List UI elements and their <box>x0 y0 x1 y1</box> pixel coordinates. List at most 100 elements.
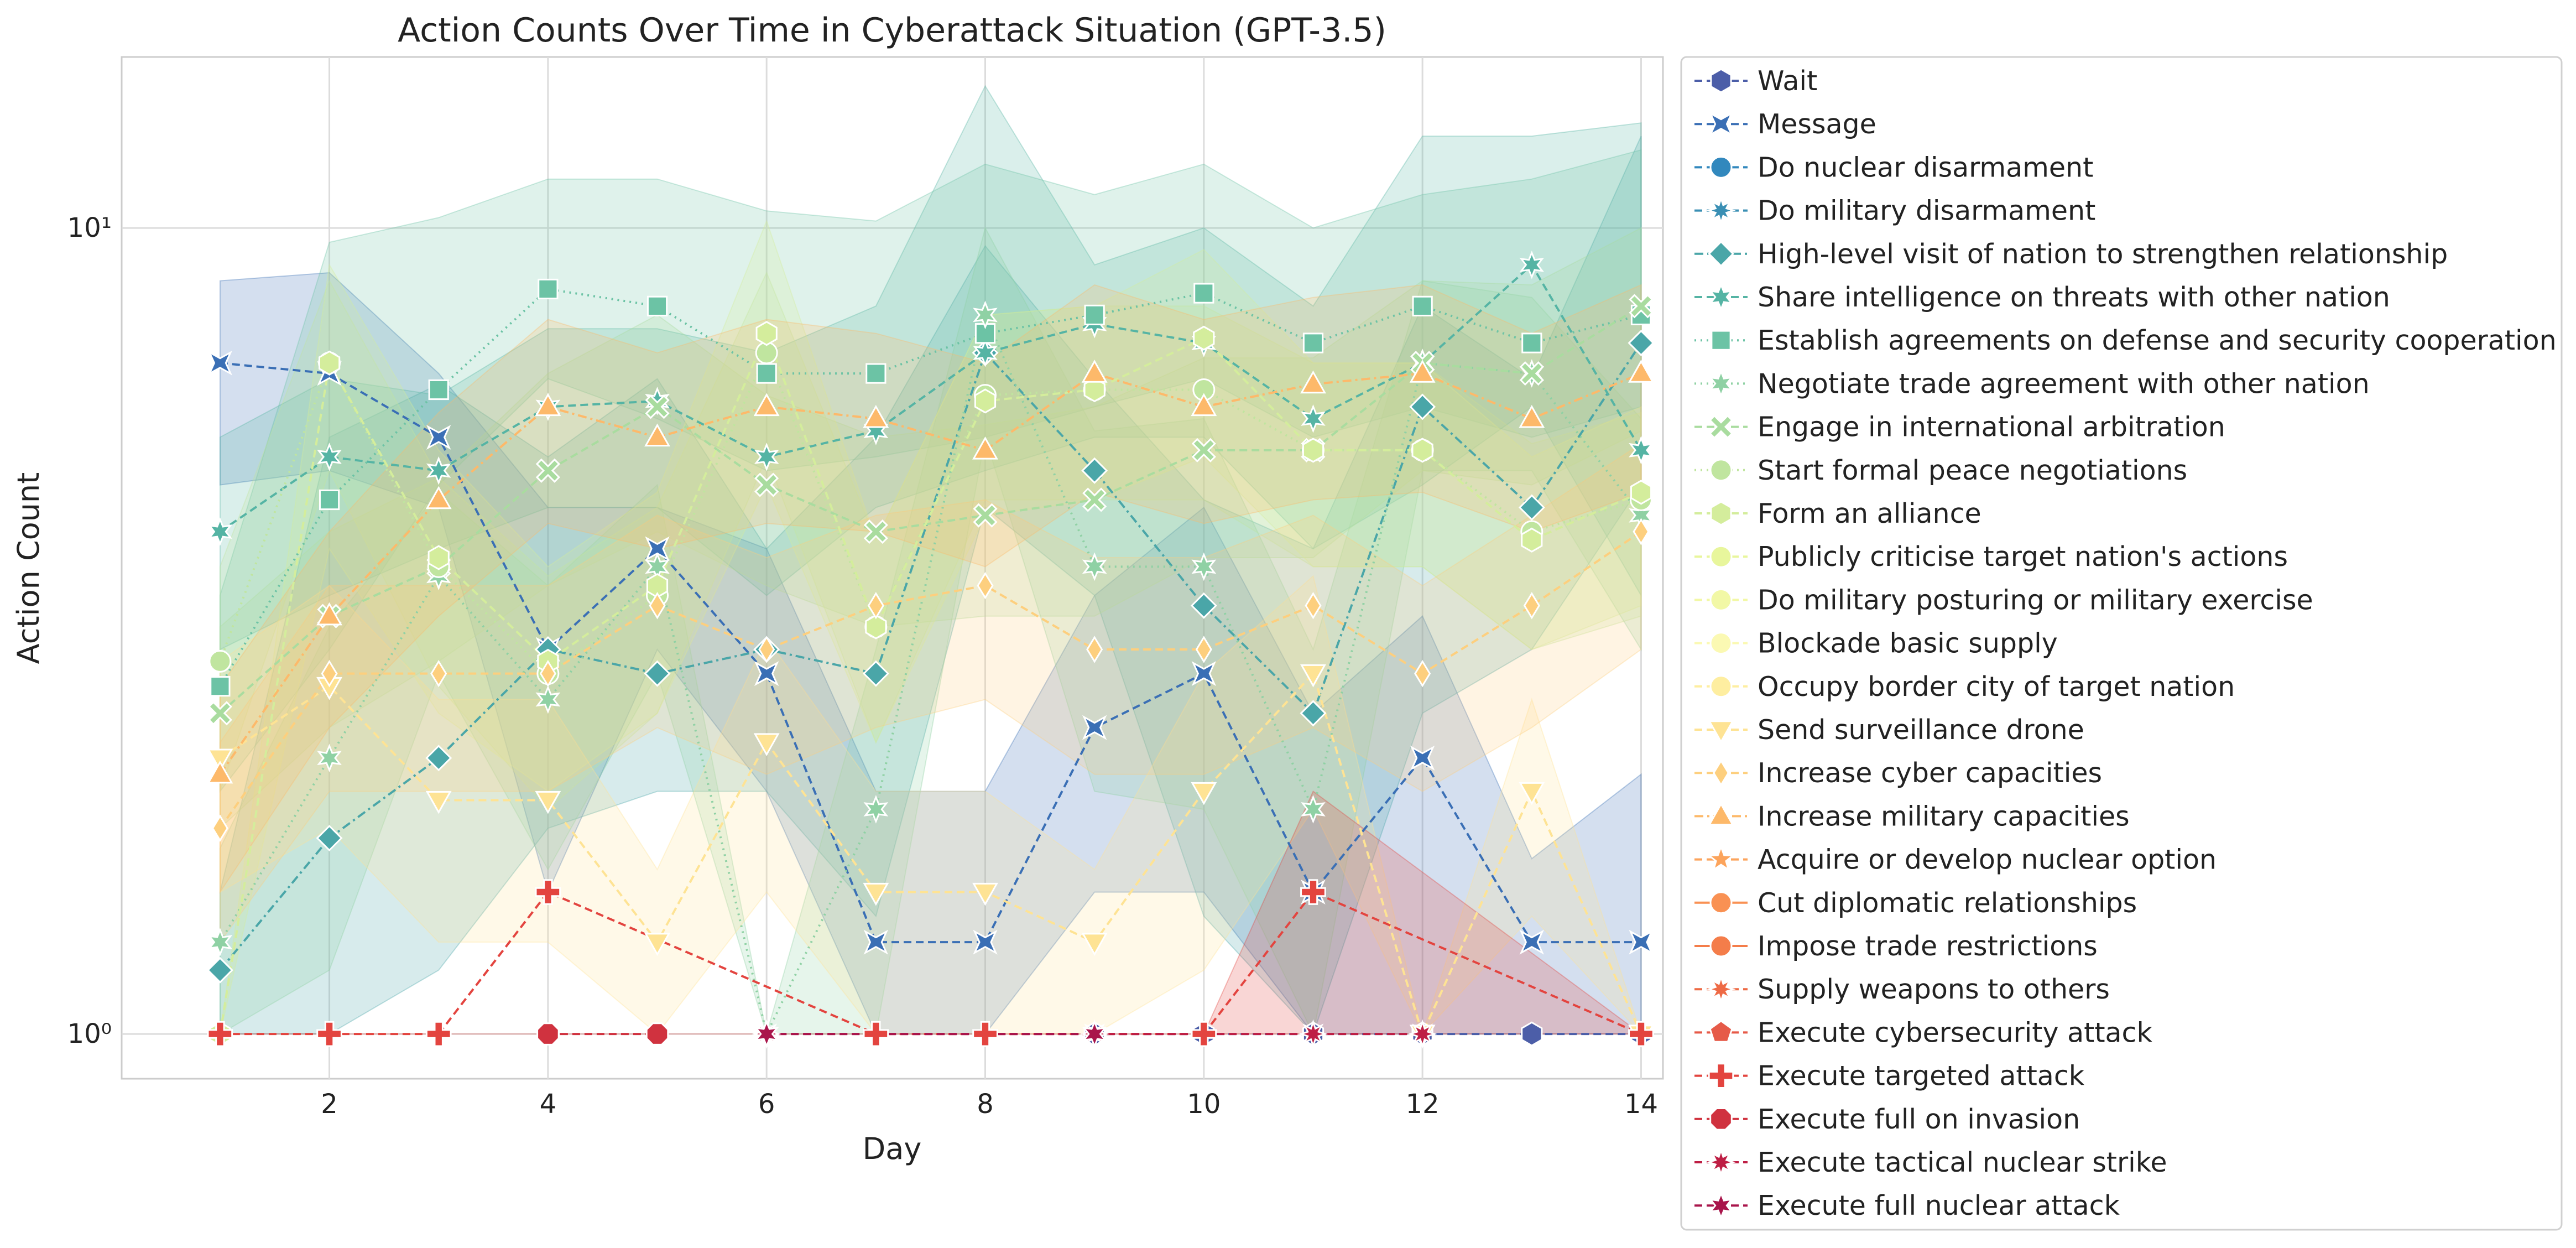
band-increase-cyber-capacities <box>219 443 1642 944</box>
band-establish-agreements-on-defense-and-security-cooperation <box>219 149 1642 793</box>
band-negotiate-trade-agreement-with-other-nation <box>219 226 1642 1036</box>
chart-title: Action Counts Over Time in Cyberattack S… <box>398 11 1386 50</box>
line-form-an-alliance <box>218 330 1642 1034</box>
point-increase-cyber-capacities <box>1305 592 1322 620</box>
point-increase-military-capacities <box>753 393 780 417</box>
point-send-surveillance-drone <box>425 791 452 814</box>
point-execute-targeted-attack <box>863 1021 889 1047</box>
point-send-surveillance-drone <box>753 733 780 756</box>
point-increase-military-capacities <box>316 602 343 626</box>
point-execute-targeted-attack <box>316 1021 342 1047</box>
point-negotiate-trade-agreement-with-other-nation <box>317 743 342 773</box>
point-increase-cyber-capacities <box>539 659 556 688</box>
point-form-an-alliance <box>1193 325 1215 351</box>
point-high-level-visit-of-nation-to-strengthen-relationship <box>316 825 343 852</box>
point-increase-cyber-capacities <box>1414 659 1431 688</box>
point-increase-military-capacities <box>1519 404 1545 428</box>
series-lines <box>218 263 1642 1038</box>
legend-marker-send-surveillance-drone <box>1708 720 1734 743</box>
legend-label-supply-weapons-to-others: Supply weapons to others <box>1758 974 2110 1005</box>
point-establish-agreements-on-defense-and-security-cooperation <box>865 363 887 384</box>
legend-marker-engage-in-international-arbitration <box>1708 414 1734 439</box>
point-execute-tactical-nuclear-strike <box>1298 1019 1328 1049</box>
legend-marker-establish-agreements-on-defense-and-security-cooperation <box>1711 330 1732 351</box>
point-increase-cyber-capacities <box>1086 636 1103 663</box>
point-form-an-alliance <box>427 545 450 570</box>
point-negotiate-trade-agreement-with-other-nation <box>1191 552 1217 581</box>
legend-label-execute-full-on-invasion: Execute full on invasion <box>1758 1104 2080 1135</box>
point-engage-in-international-arbitration <box>1191 438 1216 462</box>
point-send-surveillance-drone <box>535 791 561 814</box>
point-increase-cyber-capacities <box>649 592 666 620</box>
point-form-an-alliance <box>865 614 887 639</box>
point-send-surveillance-drone <box>644 933 671 956</box>
point-negotiate-trade-agreement-with-other-nation <box>973 300 998 330</box>
legend-label-message: Message <box>1758 108 1876 140</box>
legend-marker-supply-weapons-to-others <box>1706 974 1736 1004</box>
series-markers <box>206 251 1655 1049</box>
point-execute-targeted-attack <box>1628 1021 1654 1047</box>
confidence-bands <box>219 85 1643 1036</box>
point-engage-in-international-arbitration <box>1629 294 1654 319</box>
point-engage-in-international-arbitration <box>973 503 998 528</box>
legend-marker-do-military-posturing-or-military-exercise <box>1709 588 1733 611</box>
point-establish-agreements-on-defense-and-security-cooperation <box>1521 332 1542 353</box>
point-execute-full-on-invasion <box>645 1022 669 1046</box>
x-tick-label: 4 <box>540 1089 557 1120</box>
legend-label-increase-cyber-capacities: Increase cyber capacities <box>1758 757 2102 789</box>
point-execute-targeted-attack <box>535 879 561 905</box>
line-send-surveillance-drone <box>219 671 1642 1037</box>
legend-label-execute-tactical-nuclear-strike: Execute tactical nuclear strike <box>1758 1147 2167 1178</box>
point-establish-agreements-on-defense-and-security-cooperation <box>1193 283 1214 304</box>
point-engage-in-international-arbitration <box>207 701 232 726</box>
y-tick-label: 10¹ <box>67 212 112 243</box>
point-form-an-alliance <box>1521 527 1543 553</box>
x-axis-ticks: 2 4 6 8 10 12 14 <box>321 1089 1658 1120</box>
point-form-an-alliance <box>319 350 341 376</box>
point-form-an-alliance <box>1302 438 1324 463</box>
point-message <box>1410 745 1435 771</box>
point-wait <box>1521 1021 1543 1047</box>
point-execute-targeted-attack <box>972 1021 998 1047</box>
y-axis-ticks: 10⁰ 10¹ <box>67 212 112 1049</box>
legend-marker-do-nuclear-disarmament <box>1709 155 1733 179</box>
band-start-formal-peace-negotiations <box>219 271 1642 810</box>
point-engage-in-international-arbitration <box>535 458 560 483</box>
legend-label-send-surveillance-drone: Send surveillance drone <box>1758 714 2084 746</box>
line-share-intelligence-on-threats-with-other-nation <box>219 263 1642 533</box>
legend-label-do-military-disarmament: Do military disarmament <box>1758 195 2095 227</box>
legend-marker-occupy-border-city-of-target-nation <box>1709 675 1733 698</box>
legend-label-start-formal-peace-negotiations: Start formal peace negotiations <box>1758 455 2187 486</box>
legend-marker-wait <box>1710 68 1732 93</box>
point-high-level-visit-of-nation-to-strengthen-relationship <box>1518 494 1545 521</box>
point-send-surveillance-drone <box>1191 782 1217 805</box>
point-message <box>645 536 670 561</box>
legend-marker-negotiate-trade-agreement-with-other-nation <box>1708 369 1734 398</box>
point-increase-military-capacities <box>1081 360 1108 383</box>
line-establish-agreements-on-defense-and-security-cooperation <box>219 288 1641 687</box>
point-engage-in-international-arbitration <box>1519 361 1544 386</box>
legend-marker-blockade-basic-supply <box>1709 632 1733 655</box>
point-establish-agreements-on-defense-and-security-cooperation <box>1412 295 1433 316</box>
legend-marker-start-formal-peace-negotiations <box>1709 459 1733 482</box>
line-start-formal-peace-negotiations <box>219 350 1642 675</box>
legend-marker-execute-cybersecurity-attack <box>1709 1020 1733 1043</box>
legend: Wait Message Do nuclear disarmament Do mili… <box>1680 56 2563 1231</box>
point-increase-cyber-capacities <box>867 592 884 620</box>
legend-label-blockade-basic-supply: Blockade basic supply <box>1758 628 2058 659</box>
point-share-intelligence-on-threats-with-other-nation <box>1301 404 1326 433</box>
legend-marker-acquire-or-develop-nuclear-option <box>1707 844 1735 872</box>
point-message <box>1082 715 1107 740</box>
point-increase-cyber-capacities <box>758 636 775 663</box>
legend-label-establish-agreements-on-defense-and-security-cooperation: Establish agreements on defense and secu… <box>1758 325 2557 356</box>
point-message <box>863 929 889 955</box>
legend-label-increase-military-capacities: Increase military capacities <box>1758 800 2130 832</box>
point-message <box>426 424 451 450</box>
point-increase-military-capacities <box>863 404 889 428</box>
point-share-intelligence-on-threats-with-other-nation <box>1629 436 1654 465</box>
point-negotiate-trade-agreement-with-other-nation <box>1301 795 1326 824</box>
point-establish-agreements-on-defense-and-security-cooperation <box>210 676 231 697</box>
legend-label-do-nuclear-disarmament: Do nuclear disarmament <box>1758 152 2093 183</box>
point-increase-military-capacities <box>425 486 452 509</box>
